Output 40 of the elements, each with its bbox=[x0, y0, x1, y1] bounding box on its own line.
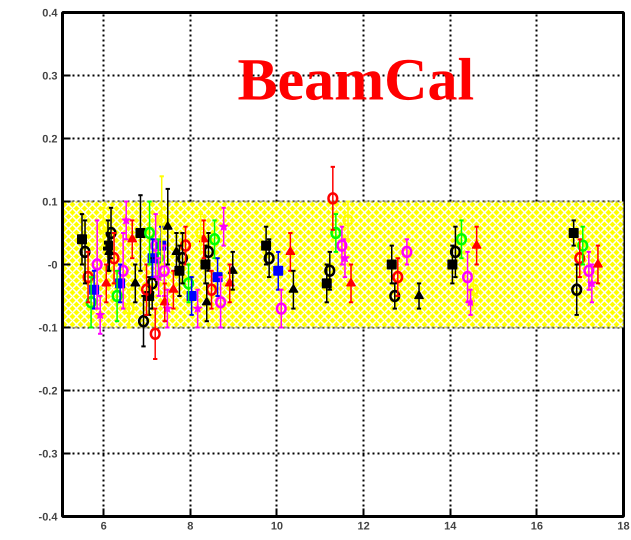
point bbox=[144, 226, 156, 240]
y-tick-label: 0.2 bbox=[42, 134, 58, 146]
point bbox=[276, 302, 287, 315]
x-tick-label: 6 bbox=[100, 520, 107, 532]
point bbox=[450, 246, 461, 258]
point bbox=[401, 246, 412, 258]
y-tick-label: -0.3 bbox=[38, 448, 58, 460]
x-tick-label: 8 bbox=[187, 520, 194, 532]
y-tick-label: -0.1 bbox=[38, 322, 58, 334]
point bbox=[150, 328, 161, 340]
point bbox=[324, 264, 336, 278]
y-tick-label: -0 bbox=[48, 260, 58, 272]
y-tick-label: 0.4 bbox=[42, 8, 58, 20]
point bbox=[336, 239, 348, 252]
x-tick-label: 10 bbox=[270, 520, 284, 532]
point bbox=[327, 192, 338, 205]
x-tick-label: 18 bbox=[617, 520, 630, 532]
point bbox=[571, 283, 582, 296]
y-tick-label: 0.1 bbox=[42, 196, 58, 208]
y-tick-label: -0.2 bbox=[38, 386, 58, 398]
point bbox=[462, 270, 474, 284]
y-tick-label: -0.4 bbox=[38, 512, 58, 524]
text: BeamCal bbox=[238, 46, 474, 112]
point bbox=[264, 252, 275, 264]
point bbox=[583, 264, 594, 278]
point bbox=[156, 214, 168, 227]
point bbox=[208, 233, 220, 246]
point bbox=[392, 270, 404, 284]
point bbox=[330, 226, 342, 240]
x-tick-label: 12 bbox=[357, 520, 370, 532]
x-tick-label: 16 bbox=[530, 520, 543, 532]
point bbox=[124, 302, 135, 315]
x-tick-label: 14 bbox=[444, 520, 458, 532]
point bbox=[342, 214, 354, 227]
point bbox=[92, 258, 103, 271]
point bbox=[158, 264, 170, 278]
point bbox=[138, 314, 150, 328]
point bbox=[215, 296, 226, 309]
point bbox=[456, 233, 468, 246]
y-tick-label: 0.3 bbox=[42, 70, 58, 82]
